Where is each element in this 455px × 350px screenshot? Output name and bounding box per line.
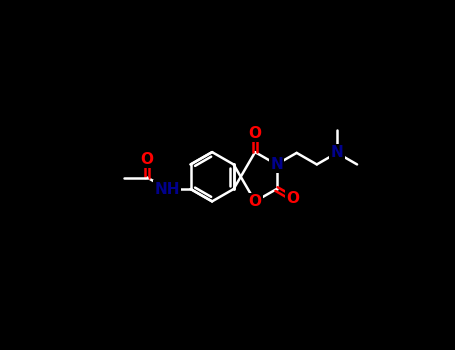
Text: O: O <box>141 152 154 167</box>
Text: NH: NH <box>155 182 180 197</box>
Text: O: O <box>286 191 299 206</box>
Text: N: N <box>331 145 344 160</box>
Text: O: O <box>248 126 262 141</box>
Text: O: O <box>248 194 262 209</box>
Text: N: N <box>270 157 283 172</box>
